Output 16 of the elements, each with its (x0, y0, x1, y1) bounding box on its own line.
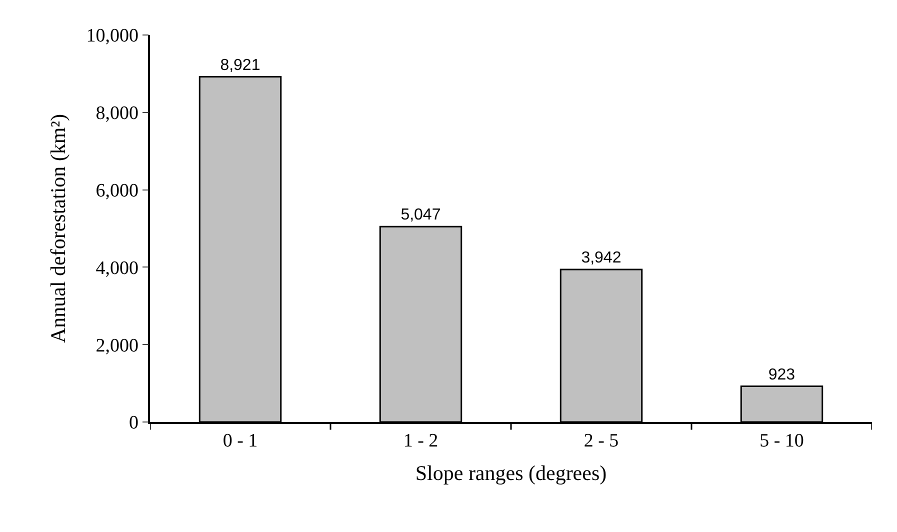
y-tick-label: 0 (128, 412, 138, 434)
x-tick-label: 5 - 10 (760, 430, 804, 452)
y-axis-title: Annual deforestation (km²) (46, 114, 70, 344)
y-tick-label: 4,000 (96, 258, 138, 279)
x-tick-label: 2 - 5 (584, 430, 619, 452)
x-axis-title: Slope ranges (degrees) (415, 461, 607, 486)
data-label: 3,942 (581, 249, 622, 266)
data-label: 5,047 (400, 206, 441, 224)
y-tick-label: 6,000 (96, 180, 138, 202)
y-tick-label: 8,000 (96, 103, 138, 124)
x-tick-label: 1 - 2 (403, 430, 438, 452)
data-label: 923 (768, 366, 796, 384)
y-tick-label: 2,000 (96, 335, 138, 356)
y-tick-label: 10,000 (86, 26, 138, 47)
x-tick-label: 0 - 1 (222, 430, 258, 452)
data-label: 8,921 (220, 56, 260, 74)
